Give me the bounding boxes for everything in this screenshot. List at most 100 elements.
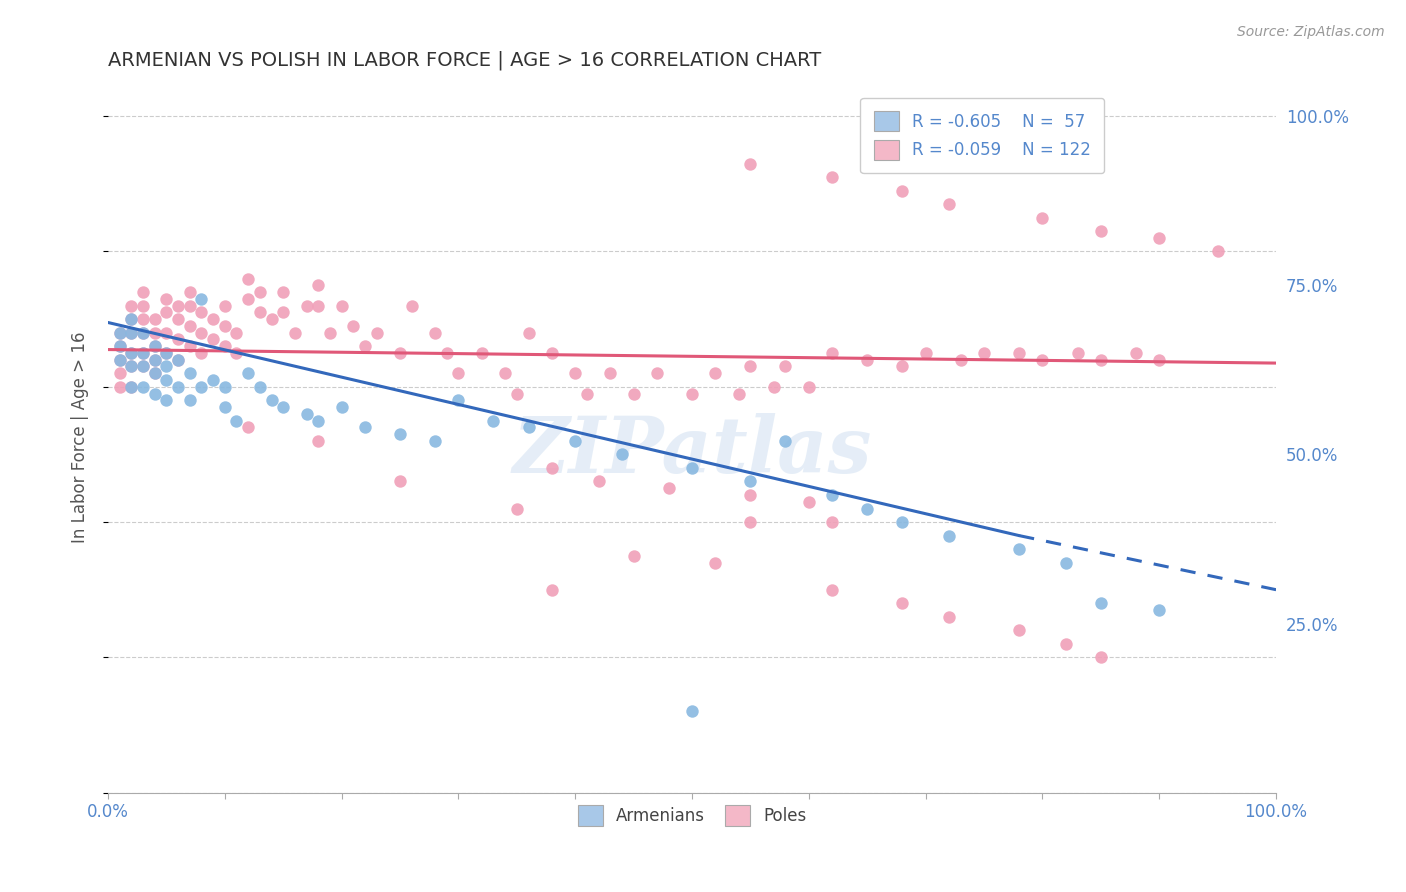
Point bbox=[541, 582, 564, 597]
Point bbox=[1206, 244, 1229, 259]
Point bbox=[821, 515, 844, 529]
Point bbox=[891, 184, 914, 198]
Point bbox=[610, 447, 633, 461]
Point bbox=[389, 427, 412, 442]
Point bbox=[517, 326, 540, 340]
Point bbox=[1090, 352, 1112, 367]
Point bbox=[214, 339, 236, 353]
Point bbox=[330, 299, 353, 313]
Point bbox=[821, 346, 844, 360]
Point bbox=[132, 326, 155, 340]
Point bbox=[132, 380, 155, 394]
Point bbox=[564, 366, 586, 380]
Point bbox=[389, 475, 412, 489]
Point bbox=[155, 373, 177, 387]
Point bbox=[143, 339, 166, 353]
Point bbox=[541, 346, 564, 360]
Point bbox=[973, 346, 995, 360]
Point bbox=[506, 386, 529, 401]
Text: ARMENIAN VS POLISH IN LABOR FORCE | AGE > 16 CORRELATION CHART: ARMENIAN VS POLISH IN LABOR FORCE | AGE … bbox=[108, 51, 821, 70]
Point bbox=[307, 434, 329, 448]
Point bbox=[179, 393, 201, 408]
Point bbox=[108, 326, 131, 340]
Point bbox=[447, 393, 470, 408]
Y-axis label: In Labor Force | Age > 16: In Labor Force | Age > 16 bbox=[72, 332, 89, 543]
Point bbox=[190, 292, 212, 306]
Legend: Armenians, Poles: Armenians, Poles bbox=[569, 797, 815, 834]
Point bbox=[1090, 650, 1112, 665]
Point bbox=[541, 461, 564, 475]
Point bbox=[179, 366, 201, 380]
Point bbox=[1125, 346, 1147, 360]
Point bbox=[108, 352, 131, 367]
Point bbox=[120, 346, 142, 360]
Point bbox=[143, 326, 166, 340]
Point bbox=[740, 156, 762, 170]
Point bbox=[132, 326, 155, 340]
Point bbox=[681, 386, 703, 401]
Point bbox=[704, 556, 727, 570]
Point bbox=[1054, 556, 1077, 570]
Point bbox=[599, 366, 621, 380]
Point bbox=[260, 312, 283, 326]
Point bbox=[938, 609, 960, 624]
Point bbox=[179, 299, 201, 313]
Point bbox=[132, 285, 155, 299]
Point bbox=[681, 705, 703, 719]
Point bbox=[108, 352, 131, 367]
Point bbox=[366, 326, 388, 340]
Point bbox=[249, 305, 271, 319]
Point bbox=[132, 299, 155, 313]
Point bbox=[225, 414, 247, 428]
Point bbox=[645, 366, 668, 380]
Point bbox=[108, 366, 131, 380]
Point bbox=[214, 299, 236, 313]
Point bbox=[225, 346, 247, 360]
Point bbox=[797, 495, 820, 509]
Point bbox=[132, 359, 155, 374]
Point bbox=[658, 481, 681, 495]
Point bbox=[938, 528, 960, 542]
Point bbox=[775, 434, 797, 448]
Point bbox=[167, 380, 190, 394]
Point bbox=[891, 596, 914, 610]
Point bbox=[214, 400, 236, 414]
Point bbox=[132, 312, 155, 326]
Point bbox=[891, 359, 914, 374]
Point bbox=[307, 278, 329, 293]
Point bbox=[179, 339, 201, 353]
Point bbox=[1008, 346, 1031, 360]
Point bbox=[167, 299, 190, 313]
Point bbox=[891, 515, 914, 529]
Point bbox=[1054, 637, 1077, 651]
Point bbox=[190, 305, 212, 319]
Point bbox=[1031, 211, 1053, 225]
Point bbox=[132, 346, 155, 360]
Point bbox=[681, 461, 703, 475]
Point bbox=[167, 312, 190, 326]
Point bbox=[155, 292, 177, 306]
Point bbox=[190, 326, 212, 340]
Point bbox=[354, 420, 377, 434]
Point bbox=[307, 299, 329, 313]
Point bbox=[143, 366, 166, 380]
Point bbox=[120, 326, 142, 340]
Point bbox=[762, 380, 785, 394]
Point bbox=[108, 339, 131, 353]
Point bbox=[108, 380, 131, 394]
Point bbox=[1149, 231, 1171, 245]
Point bbox=[740, 475, 762, 489]
Point bbox=[143, 352, 166, 367]
Point bbox=[1149, 352, 1171, 367]
Point bbox=[179, 285, 201, 299]
Point bbox=[167, 333, 190, 347]
Point bbox=[389, 346, 412, 360]
Point bbox=[120, 299, 142, 313]
Point bbox=[704, 366, 727, 380]
Point bbox=[143, 366, 166, 380]
Point bbox=[727, 386, 749, 401]
Point bbox=[517, 420, 540, 434]
Point bbox=[295, 407, 318, 421]
Point bbox=[238, 366, 260, 380]
Point bbox=[1066, 346, 1088, 360]
